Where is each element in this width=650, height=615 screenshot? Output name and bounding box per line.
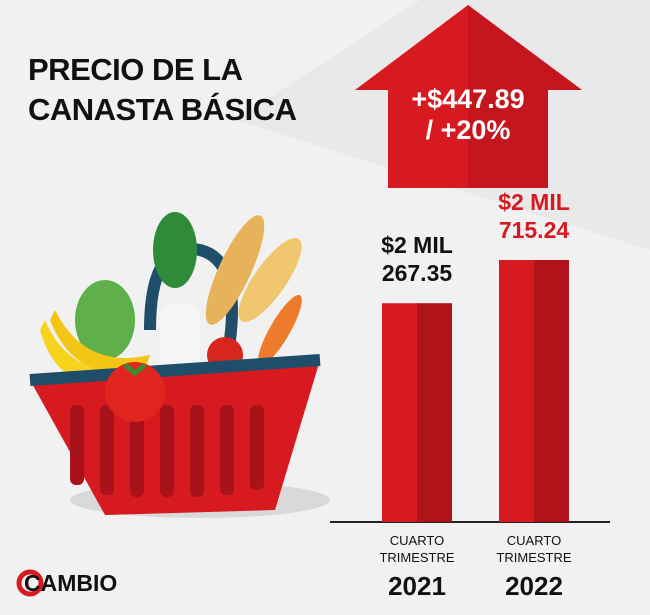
x-tick-label-line: 2021 — [388, 571, 446, 601]
annotation-line: +$447.89 — [411, 84, 524, 114]
annotation-line: / +20% — [426, 115, 511, 145]
title: PRECIO DE LA CANASTA BÁSICA — [28, 52, 297, 127]
x-tick-label-line: CUARTO — [507, 533, 561, 548]
value-label-line: 715.24 — [499, 217, 570, 243]
logo: CAMBIO — [24, 570, 117, 596]
bar-shade — [417, 303, 452, 522]
arrow-shade — [468, 5, 582, 188]
value-label-line: $2 MIL — [498, 189, 570, 215]
bar — [499, 260, 569, 522]
x-tick-label: CUARTO TRIMESTRE 2022 — [496, 533, 571, 601]
value-label-line: 267.35 — [382, 260, 453, 286]
x-tick-label-line: 2022 — [505, 571, 563, 601]
x-tick-label-line: CUARTO — [390, 533, 444, 548]
x-tick-label-line: TRIMESTRE — [379, 550, 454, 565]
bar-shade — [534, 260, 569, 522]
logo-icon — [16, 569, 44, 597]
x-tick-label: CUARTO TRIMESTRE 2021 — [379, 533, 454, 601]
bar — [382, 303, 452, 522]
value-label-line: $2 MIL — [381, 232, 453, 258]
value-label: $2 MIL 267.35 — [381, 232, 453, 286]
basket-illustration — [29, 212, 330, 518]
x-tick-label-line: TRIMESTRE — [496, 550, 571, 565]
annotation: +$447.89/ +20% — [411, 84, 524, 145]
value-label: $2 MIL 715.24 — [498, 189, 570, 243]
